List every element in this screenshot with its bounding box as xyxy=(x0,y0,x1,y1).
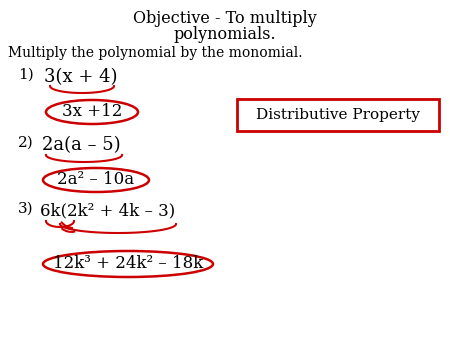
Text: Multiply the polynomial by the monomial.: Multiply the polynomial by the monomial. xyxy=(8,46,302,60)
Text: polynomials.: polynomials. xyxy=(174,26,276,43)
Text: Distributive Property: Distributive Property xyxy=(256,108,420,122)
Text: 3): 3) xyxy=(18,202,34,216)
Text: 2a(a – 5): 2a(a – 5) xyxy=(42,136,121,154)
Text: 1): 1) xyxy=(18,68,34,82)
Text: 3x +12: 3x +12 xyxy=(62,103,122,121)
Text: Objective - To multiply: Objective - To multiply xyxy=(133,10,317,27)
Text: 12k³ + 24k² – 18k: 12k³ + 24k² – 18k xyxy=(53,256,203,272)
Text: 6k(2k² + 4k – 3): 6k(2k² + 4k – 3) xyxy=(40,202,175,219)
Text: 3(x + 4): 3(x + 4) xyxy=(44,68,117,86)
Text: 2): 2) xyxy=(18,136,34,150)
Text: 2a² – 10a: 2a² – 10a xyxy=(58,171,135,189)
